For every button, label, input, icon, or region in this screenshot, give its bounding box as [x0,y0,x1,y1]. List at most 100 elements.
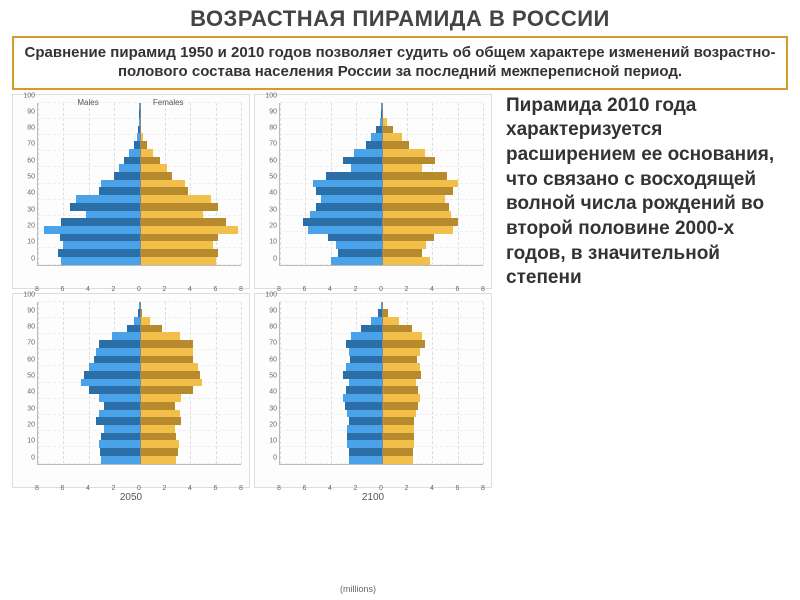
bar-female [140,211,203,219]
bar-female [382,332,423,340]
bar-female [382,141,410,149]
bar-male [338,249,381,257]
bar-female [382,249,423,257]
bar-male [114,172,139,180]
bar-female [382,180,458,188]
bar-female [382,379,416,387]
bar-male [316,187,382,195]
bar-male [308,226,382,234]
bar-male [349,448,382,456]
bar-female [140,394,182,402]
bar-female [140,157,160,165]
bar-female [140,164,168,172]
bar-male [101,456,139,464]
slide: ВОЗРАСТНАЯ ПИРАМИДА В РОССИИ Сравнение п… [0,0,800,600]
bar-male [321,195,382,203]
bar-male [328,234,381,242]
bar-female [382,187,453,195]
bar-male [336,241,382,249]
y-tick-labels: 0102030405060708090100 [257,302,277,465]
bar-male [310,211,381,219]
bar-female [382,126,393,134]
bar-male [351,332,381,340]
bar-female [382,394,420,402]
pyramid-2010: 86420246801020304050607080901002010 [254,94,492,289]
side-paragraph: Пирамида 2010 года характеризуетс­я расш… [492,94,788,488]
content-row: 86420246801020304050607080901001950Males… [0,94,800,488]
bar-male [101,433,139,441]
bar-female [140,386,193,394]
bar-female [382,317,400,325]
bar-female [382,340,425,348]
bar-female [382,218,458,226]
bar-male [346,363,382,371]
bar-male [112,332,140,340]
bar-male [101,180,139,188]
info-callout: Сравнение пирамид 1950 и 2010 годов позв… [12,36,788,90]
bar-female [140,195,211,203]
pyramid-plot-area [279,103,483,266]
bar-male [58,249,139,257]
bar-female [140,149,154,157]
bar-female [382,195,445,203]
bar-male [60,234,140,242]
bar-female [382,417,415,425]
bar-male [347,433,381,441]
pyramid-2100: 86420246801020304050607080901002100 [254,293,492,488]
bar-male [331,257,382,265]
bar-female [382,234,434,242]
y-tick-labels: 0102030405060708090100 [15,302,35,465]
bar-male [100,448,139,456]
bar-female [140,257,216,265]
bar-female [140,363,198,371]
bar-female [140,410,181,418]
bar-male [70,203,140,211]
bar-female [140,425,176,433]
bar-female [140,402,176,410]
bar-female [140,379,202,387]
bar-male [63,241,139,249]
pyramid-plot-area [37,103,241,266]
pyramid-year-label: 2100 [255,492,491,503]
bar-female [382,363,420,371]
bar-male [366,141,381,149]
bar-female [382,456,414,464]
bar-female [140,440,179,448]
bar-female [140,433,177,441]
bar-female [140,325,163,333]
bar-female [382,433,415,441]
bar-female [382,425,415,433]
bar-female [140,187,188,195]
bar-female [140,340,193,348]
bar-female [382,211,452,219]
y-tick-labels: 0102030405060708090100 [257,103,277,266]
bar-female [140,203,219,211]
bar-male [44,226,139,234]
pyramid-year-label: 2050 [13,492,249,503]
bar-female [140,249,219,257]
bar-female [140,317,150,325]
bar-male [347,410,381,418]
bar-female [140,218,226,226]
bar-female [382,402,419,410]
bar-female [140,456,177,464]
bar-male [347,425,381,433]
bar-male [129,149,139,157]
bar-female [140,180,186,188]
bar-female [140,172,173,180]
bar-male [326,172,382,180]
bar-male [343,394,381,402]
bar-male [371,317,381,325]
x-axis-unit-label: (millions) [340,584,376,594]
bar-male [96,417,139,425]
bar-female [382,133,402,141]
bar-male [343,371,381,379]
page-title: ВОЗРАСТНАЯ ПИРАМИДА В РОССИИ [0,0,800,34]
bar-female [382,448,414,456]
bar-female [382,164,423,172]
pyramid-plot-area [37,302,241,465]
bar-male [316,203,382,211]
bar-male [86,211,139,219]
bar-male [104,425,140,433]
bar-female [382,356,418,364]
